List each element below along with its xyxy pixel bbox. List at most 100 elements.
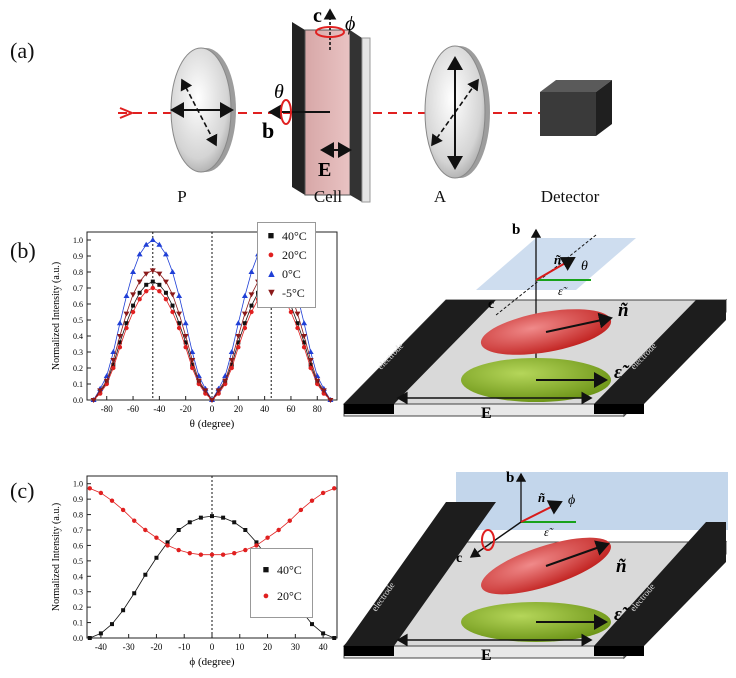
label-analyzer: A: [433, 187, 447, 206]
data-point: [110, 358, 117, 363]
y-tick-label: 0.7: [73, 526, 83, 535]
data-point: [327, 398, 334, 403]
panel-label-c: (c): [10, 478, 35, 503]
y-tick-label: 0.8: [73, 511, 83, 520]
data-point: [241, 293, 248, 298]
laser-entry-arrow: [119, 107, 135, 119]
data-point: [157, 282, 162, 287]
x-tick-label: -60: [127, 404, 139, 414]
data-point: [183, 340, 188, 345]
label-cell: Cell: [313, 187, 343, 206]
data-point: [276, 527, 281, 533]
data-point: [229, 365, 234, 371]
theta-intensity-chart: 0.0 0.1 0.2 0.3 0.4 0.5 0.6 0.7 0.8 0.9 1.0 -80 -60 -…: [51, 231, 338, 430]
data-point: [149, 268, 156, 274]
schematic-c-field: E: [481, 647, 492, 664]
data-point: [332, 486, 337, 491]
data-point: [143, 572, 148, 577]
data-point: [221, 515, 226, 520]
data-point: [182, 334, 189, 339]
data-point: [189, 358, 196, 363]
data-point: [220, 552, 226, 557]
x-tick-label: -10: [178, 642, 190, 652]
y-tick-label: 0.8: [73, 268, 83, 277]
y-tick-label: 0.9: [73, 495, 83, 504]
data-point: [198, 552, 204, 557]
x-tick-label: 20: [263, 642, 273, 652]
legend-label: 20°C: [277, 589, 302, 603]
data-point: [154, 535, 159, 540]
data-point: [187, 520, 192, 525]
legend-label: 0°C: [282, 267, 301, 281]
data-point: [301, 345, 307, 350]
data-point: [150, 279, 155, 284]
chart-c-legend: ■ 40°C ● 20°C: [250, 548, 313, 618]
data-point: [136, 279, 143, 285]
liquid-crystal-cell: [268, 8, 371, 203]
data-point: [195, 378, 202, 384]
x-tick-label: -40: [95, 642, 107, 652]
data-point: [332, 636, 337, 640]
data-point: [143, 271, 150, 277]
data-point: [222, 378, 229, 384]
data-point: [236, 345, 241, 350]
data-point: [308, 365, 313, 371]
data-point: [157, 289, 162, 294]
data-point: [176, 547, 181, 553]
phi-symbol: ϕ: [345, 13, 355, 35]
x-tick-label: -40: [153, 404, 165, 414]
data-point: [137, 297, 142, 302]
data-point: [198, 515, 203, 520]
x-tick-label: 20: [234, 404, 244, 414]
data-point: [87, 486, 92, 491]
data-point: [87, 636, 92, 640]
data-point: [121, 608, 126, 613]
schematic-b-theta-label: θ: [581, 259, 588, 274]
schematic-c-c-axis: c: [456, 551, 462, 566]
chart-b-legend: ■ 40°C ● 20°C ▲ 0°C ▼ -5°C: [257, 222, 316, 308]
data-point: [130, 309, 136, 315]
label-polarizer: P: [177, 187, 187, 206]
data-point: [116, 320, 123, 326]
x-tick-label: 30: [291, 642, 301, 652]
legend-circle-icon: ●: [262, 590, 270, 602]
data-point: [209, 552, 215, 557]
legend-square-icon: ■: [267, 230, 275, 242]
legend-label: 20°C: [282, 248, 307, 262]
optical-setup-diagram: c ϕ θ b E: [118, 5, 612, 203]
x-axis-label: θ (degree): [190, 418, 235, 430]
legend-triangle-up-icon: ▲: [266, 268, 277, 280]
legend-circle-icon: ●: [267, 249, 275, 261]
y-tick-label: 1.0: [73, 480, 83, 489]
data-point: [210, 514, 214, 519]
data-point: [321, 631, 326, 636]
data-point: [229, 362, 234, 367]
data-point: [301, 320, 308, 326]
data-point: [132, 518, 137, 523]
data-point: [215, 388, 222, 394]
data-point: [310, 622, 314, 627]
data-point: [165, 540, 170, 545]
polarizer-p: [170, 47, 236, 173]
y-tick-label: 0.3: [73, 348, 83, 357]
data-point: [117, 340, 122, 345]
data-point: [288, 309, 294, 315]
data-point: [298, 507, 304, 513]
y-tick-label: 0.7: [73, 284, 83, 293]
data-point: [254, 540, 259, 545]
data-point: [228, 358, 235, 363]
schematic-c-n-big: ñ: [616, 556, 627, 577]
data-point: [235, 334, 242, 339]
data-point: [176, 293, 183, 298]
x-tick-label: 0: [210, 404, 215, 414]
data-point: [232, 520, 237, 525]
y-tick-label: 0.0: [73, 634, 83, 643]
data-point: [176, 528, 181, 532]
data-point: [182, 320, 189, 326]
legend-triangle-down-icon: ▼: [266, 287, 277, 299]
data-point: [189, 349, 196, 354]
x-tick-label: -30: [123, 642, 135, 652]
data-point: [162, 251, 169, 257]
y-tick-label: 0.4: [73, 332, 83, 341]
data-point: [243, 547, 248, 553]
